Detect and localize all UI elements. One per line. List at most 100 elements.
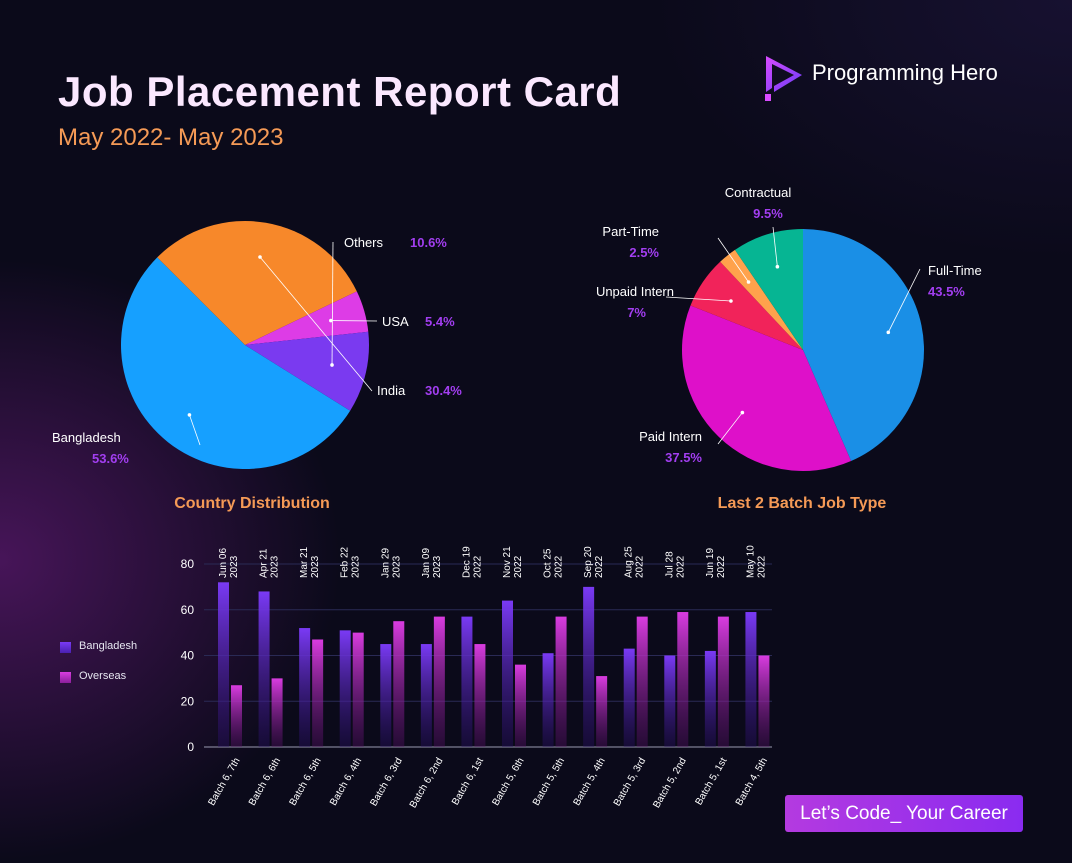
date-year-label: 2023 [310, 555, 321, 578]
bar-bangladesh [299, 628, 311, 747]
bar-overseas [677, 612, 689, 747]
pie-slice-contractual [734, 229, 803, 350]
x-tick-label: Batch 5, 1st [694, 756, 730, 807]
slice-label-part-time: Part-Time [602, 224, 659, 239]
date-year-label: 2023 [229, 555, 240, 578]
job-type-chart-title: Last 2 Batch Job Type [718, 495, 887, 512]
x-tick-label: Batch 5, 4th [572, 756, 608, 808]
slice-value-unpaid-intern: 7% [627, 305, 646, 320]
date-label: Jan 29 [380, 548, 391, 578]
y-tick-label: 80 [181, 557, 195, 571]
page-title: Job Placement Report Card [58, 68, 622, 115]
pie-slice-full-time [803, 229, 924, 462]
brand-logo-icon [766, 56, 802, 92]
job-type-pie [682, 229, 924, 471]
bar-overseas [393, 621, 405, 747]
date-label: Apr 21 [259, 548, 270, 578]
date-label: Sep 20 [583, 546, 594, 578]
leader-line [665, 296, 731, 302]
date-label: Jun 19 [705, 548, 716, 578]
x-tick-label: Batch 5, 2nd [651, 756, 689, 810]
pie-slice-india [157, 221, 357, 345]
bar-overseas [271, 678, 283, 747]
x-tick-label: Batch 5, 5th [531, 756, 567, 808]
y-tick-label: 60 [181, 603, 195, 617]
date-label: Oct 25 [543, 548, 554, 578]
legend-swatch [60, 672, 71, 683]
bar-bangladesh [704, 650, 716, 747]
slice-label-bangladesh: Bangladesh [52, 430, 121, 445]
leader-line [887, 268, 921, 333]
date-year-label: 2023 [270, 555, 281, 578]
bar-bangladesh [745, 612, 757, 747]
pie-slice-unpaid-intern [690, 261, 803, 350]
x-tick-label: Batch 6, 3rd [368, 756, 404, 808]
date-year-label: 2023 [391, 555, 402, 578]
slice-value-usa: 5.4% [425, 314, 455, 329]
bar-bangladesh [420, 644, 432, 747]
slice-value-bangladesh: 53.6% [92, 451, 129, 466]
leader-line [259, 256, 373, 392]
x-tick-label: Batch 6, 5th [288, 756, 324, 808]
date-year-label: 2022 [554, 555, 565, 578]
pie-slice-others [245, 331, 369, 411]
x-tick-label: Batch 6, 4th [328, 756, 364, 808]
country-pie [120, 221, 369, 469]
bar-bangladesh [339, 630, 351, 747]
cta-button[interactable]: Let’s Code_ Your Career [785, 795, 1023, 832]
date-label: Jul 28 [664, 551, 675, 578]
date-label: Aug 25 [624, 546, 635, 578]
bar-bangladesh [502, 600, 513, 747]
bar-overseas [555, 616, 567, 747]
page-subtitle: May 2022- May 2023 [58, 124, 284, 151]
slice-label-unpaid-intern: Unpaid Intern [596, 284, 674, 299]
date-label: Jun 06 [218, 548, 229, 578]
slice-label-usa: USA [382, 314, 409, 329]
x-tick-label: Batch 4, 5th [734, 756, 770, 808]
pie-slice-part-time [720, 249, 803, 350]
bar-overseas [231, 685, 242, 747]
slice-label-paid-intern: Paid Intern [639, 429, 702, 444]
bar-overseas [474, 644, 486, 747]
bar-bangladesh [380, 644, 392, 747]
slice-value-full-time: 43.5% [928, 284, 965, 299]
x-tick-label: Batch 6, 1st [450, 756, 486, 807]
leader-line [772, 226, 778, 267]
x-tick-label: Batch 6, 2nd [408, 756, 446, 810]
bar-overseas [596, 676, 608, 747]
bar-overseas [717, 616, 729, 747]
slice-value-contractual: 9.5% [753, 206, 783, 221]
date-year-label: 2022 [716, 555, 727, 578]
date-label: Mar 21 [299, 546, 310, 578]
date-label: Feb 22 [340, 546, 351, 578]
leader-line [189, 414, 201, 446]
bar-overseas [352, 632, 364, 747]
bar-overseas [636, 616, 648, 747]
date-label: Nov 21 [502, 546, 513, 578]
legend-label: Overseas [79, 670, 127, 682]
pie-slice-paid-intern [682, 305, 852, 471]
leader-line [717, 412, 743, 445]
y-tick-label: 40 [181, 649, 195, 663]
date-year-label: 2023 [432, 555, 443, 578]
bar-overseas [515, 664, 526, 747]
x-tick-label: Batch 5, 3rd [612, 756, 648, 808]
date-year-label: 2022 [635, 555, 646, 578]
bar-overseas [758, 655, 770, 747]
bar-overseas [312, 639, 324, 747]
bar-overseas [433, 616, 445, 747]
bar-bangladesh [461, 616, 473, 747]
slice-value-paid-intern: 37.5% [665, 450, 702, 465]
date-label: Jan 09 [421, 548, 432, 578]
slice-label-full-time: Full-Time [928, 263, 982, 278]
date-year-label: 2022 [513, 555, 524, 578]
date-year-label: 2022 [594, 555, 605, 578]
legend-label: Bangladesh [79, 640, 138, 652]
y-tick-label: 0 [187, 740, 194, 754]
date-label: Dec 19 [461, 546, 472, 578]
y-tick-label: 20 [181, 694, 195, 708]
bar-bangladesh [258, 591, 270, 747]
slice-value-others: 10.6% [410, 235, 447, 250]
brand-logo [765, 56, 802, 101]
